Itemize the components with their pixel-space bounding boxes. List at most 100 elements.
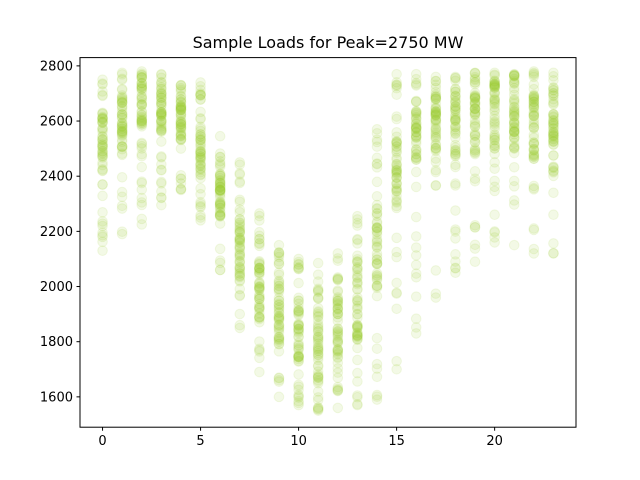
data-point: [332, 293, 344, 305]
data-point: [489, 226, 500, 237]
data-point: [175, 122, 187, 134]
data-point: [391, 138, 402, 149]
data-point: [352, 329, 363, 340]
data-point: [136, 109, 148, 121]
data-point: [450, 114, 461, 125]
data-point: [469, 145, 481, 156]
data-point: [156, 151, 167, 162]
data-point: [156, 115, 167, 127]
data-point: [116, 96, 128, 108]
data-point: [332, 372, 344, 384]
data-point: [430, 93, 442, 104]
data-point: [116, 103, 128, 115]
data-point: [371, 226, 383, 238]
data-point: [273, 247, 285, 259]
data-point: [254, 262, 265, 274]
y-tick-label: 2600: [40, 115, 73, 130]
data-point: [116, 90, 128, 101]
data-point: [156, 79, 167, 90]
data-point: [116, 141, 128, 153]
data-point: [195, 183, 206, 194]
data-point: [273, 292, 285, 304]
data-point: [548, 118, 559, 130]
data-point: [273, 334, 285, 345]
data-point: [528, 184, 540, 195]
data-point: [548, 111, 559, 123]
data-point: [97, 139, 108, 150]
data-point: [195, 146, 206, 157]
x-tick-label: 0: [98, 434, 106, 449]
data-point: [234, 234, 246, 246]
data-point: [410, 96, 422, 107]
data-point: [430, 142, 442, 154]
data-point: [410, 118, 422, 129]
data-point: [352, 309, 363, 320]
data-point: [469, 175, 481, 187]
data-point: [352, 277, 363, 288]
data-point: [352, 278, 363, 290]
y-tick-label: 2800: [40, 59, 73, 74]
data-point: [273, 312, 285, 324]
data-point: [508, 78, 520, 90]
data-point: [508, 111, 520, 122]
data-point: [489, 232, 500, 243]
data-point: [136, 138, 148, 150]
data-point: [332, 345, 344, 357]
data-point: [293, 259, 304, 271]
data-point: [391, 160, 402, 172]
data-point: [293, 340, 304, 351]
data-point: [391, 166, 402, 178]
data-point: [469, 97, 481, 109]
data-point: [156, 76, 167, 88]
data-point: [293, 337, 304, 349]
data-point: [116, 109, 128, 120]
data-point: [97, 117, 108, 129]
data-point: [273, 258, 285, 270]
data-point: [312, 292, 324, 303]
data-point: [450, 132, 461, 144]
data-point: [175, 97, 187, 108]
data-point: [410, 73, 422, 85]
data-point: [234, 224, 246, 235]
data-point: [234, 217, 246, 229]
data-point: [430, 109, 442, 121]
data-point: [136, 72, 148, 84]
data-point: [548, 187, 559, 199]
data-point: [508, 141, 520, 152]
data-point: [136, 72, 148, 83]
data-point: [254, 284, 265, 295]
data-point: [97, 190, 108, 202]
data-point: [548, 110, 559, 122]
data-point: [293, 305, 304, 317]
data-point: [410, 272, 422, 283]
data-point: [391, 168, 402, 180]
data-point: [352, 256, 363, 268]
data-point: [410, 123, 422, 134]
data-point: [332, 272, 344, 283]
data-point: [273, 295, 285, 306]
data-point: [97, 236, 108, 248]
data-point: [195, 121, 206, 133]
data-point: [391, 177, 402, 189]
data-point: [156, 109, 167, 120]
data-point: [410, 122, 422, 133]
data-point: [273, 374, 285, 386]
data-point: [116, 73, 128, 85]
data-point: [489, 78, 500, 89]
data-point: [430, 128, 442, 139]
data-point: [214, 175, 226, 187]
data-point: [489, 175, 500, 187]
data-point: [352, 367, 363, 379]
data-point: [214, 177, 226, 189]
data-point: [410, 154, 422, 165]
data-point: [97, 146, 108, 157]
data-point: [97, 145, 108, 157]
x-tick-label: 10: [290, 434, 307, 449]
data-point: [195, 133, 206, 145]
data-point: [489, 123, 500, 135]
data-point: [371, 343, 383, 354]
data-point: [548, 85, 559, 96]
data-point: [548, 84, 559, 96]
data-point: [293, 325, 304, 336]
data-point: [430, 143, 442, 154]
